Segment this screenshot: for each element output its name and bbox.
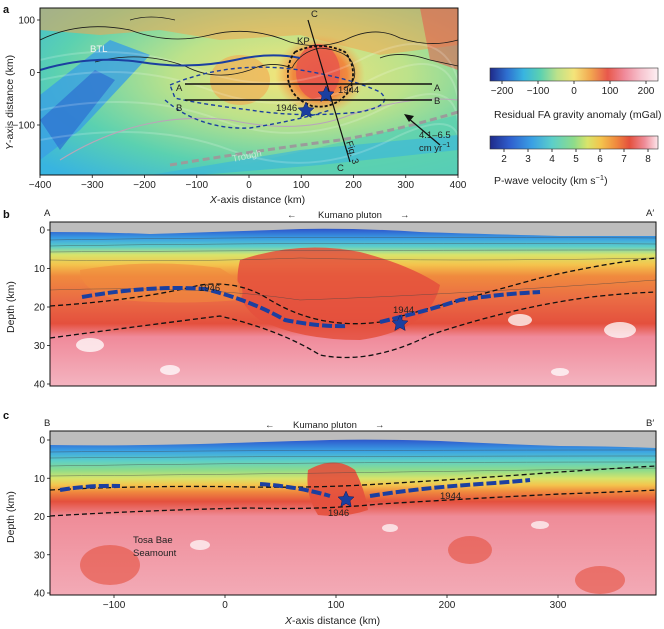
section-b-right-end: A′ <box>646 208 654 219</box>
section-b-arrow-right: → <box>400 210 410 221</box>
gravity-colorbar-tick-label: −200 <box>491 86 514 97</box>
velocity-colorbar-tick-label: 6 <box>597 154 603 165</box>
velocity-colorbar-tick-label: 5 <box>573 154 579 165</box>
gravity-colorbar-tick-label: 100 <box>602 86 619 97</box>
panel-c-label: c <box>3 410 9 422</box>
section-c-y-tick-label: 20 <box>34 512 46 523</box>
map-y-tick-label: −100 <box>12 121 35 132</box>
section-b-pluton-label: Kumano pluton <box>318 210 382 221</box>
section-c-y-ticks: 0 10 20 30 40 <box>34 436 50 600</box>
section-b-quake-1944-label: 1944 <box>393 305 414 316</box>
velocity-colorbar-tick-label: 3 <box>525 154 531 165</box>
map-x-tick-label: 200 <box>345 180 362 191</box>
map-y-tick-label: 0 <box>29 68 35 79</box>
profile-a-right-label: A <box>434 83 441 94</box>
section-c-arrow-right: → <box>375 420 385 431</box>
section-b-y-axis-label: Depth (km) <box>5 281 17 333</box>
section-c-arrow-left: ← <box>265 420 275 431</box>
panel-a-label: a <box>3 4 10 16</box>
section-b-quake-1946-label: 1946 <box>199 283 220 294</box>
gravity-colorbar-label: Residual FA gravity anomaly (mGal) <box>494 109 661 121</box>
section-c-x-tick-label: 300 <box>550 600 567 611</box>
section-b-y-ticks: 0 10 20 30 40 <box>34 226 50 391</box>
section-b-y-tick-label: 40 <box>34 380 46 391</box>
velocity-colorbar-tick-label: 8 <box>645 154 651 165</box>
plate-rate-label: 4.1–6.5 <box>419 130 451 141</box>
section-b-y-tick-label: 0 <box>39 226 45 237</box>
section-c-x-tick-label: 200 <box>439 600 456 611</box>
velocity-colorbar-tick-label: 7 <box>621 154 627 165</box>
gravity-colorbar-tick-label: −100 <box>527 86 550 97</box>
quake-1944-label: 1944 <box>338 85 359 96</box>
profile-b-left-label: B <box>176 103 182 114</box>
map-y-ticks: 100 0 −100 <box>12 16 40 132</box>
profile-c-top-label: C <box>311 9 318 20</box>
map-x-tick-label: 100 <box>293 180 310 191</box>
btl-label: BTL <box>90 44 107 55</box>
gravity-colorbar-tick-label: 0 <box>571 86 577 97</box>
section-b-y-tick-label: 20 <box>34 303 46 314</box>
profile-b-right-label: B <box>434 96 440 107</box>
section-b-y-tick-label: 10 <box>34 264 46 275</box>
section-c-y-tick-label: 30 <box>34 550 46 561</box>
gravity-colorbar-tick-label: 200 <box>638 86 655 97</box>
map-x-axis-label: X-axis distance (km) <box>209 194 305 206</box>
section-c-x-ticks: −100 0 100 200 300 <box>103 595 567 611</box>
section-c-y-tick-label: 10 <box>34 474 46 485</box>
quake-1946-star <box>297 101 315 118</box>
section-c-x-axis-label: X-axis distance (km) <box>284 615 380 627</box>
map-x-tick-label: 300 <box>397 180 414 191</box>
map-y-tick-label: 100 <box>18 16 35 27</box>
section-b-frame <box>49 221 657 387</box>
section-c-x-tick-label: 100 <box>328 600 345 611</box>
section-c-y-tick-label: 40 <box>34 589 46 600</box>
section-c-y-axis-label: Depth (km) <box>5 491 17 543</box>
gravity-map <box>40 8 458 175</box>
section-c-frame <box>49 430 657 596</box>
gravity-colorbar: −200 −100 0 100 200 Residual FA gravity anom… <box>489 67 661 121</box>
velocity-colorbar: 2 3 4 5 6 7 8 P-wave velocity (km s−1) <box>489 135 659 187</box>
section-aa-velocity <box>50 222 656 386</box>
map-x-tick-label: −100 <box>185 180 208 191</box>
section-c-left-end: B <box>44 418 50 429</box>
section-b-y-tick-label: 30 <box>34 341 46 352</box>
velocity-colorbar-tick-label: 4 <box>549 154 555 165</box>
section-c-y-tick-label: 0 <box>39 436 45 447</box>
plate-rate-unit: cm yr−1 <box>419 142 450 154</box>
section-c-quake-1944-label: 1944 <box>440 491 461 502</box>
section-c-x-tick-label: 0 <box>222 600 228 611</box>
kp-label: KP <box>297 36 310 47</box>
quake-1946-label: 1946 <box>276 103 297 114</box>
map-x-tick-label: 0 <box>246 180 252 191</box>
map-x-tick-label: −200 <box>133 180 156 191</box>
section-c-right-end: B′ <box>646 418 654 429</box>
section-b-arrow-left: ← <box>287 210 297 221</box>
section-c-x-tick-label: −100 <box>103 600 126 611</box>
profile-c-bottom-label: C <box>337 163 344 174</box>
quake-1944-star <box>317 85 335 102</box>
map-x-tick-label: −300 <box>81 180 104 191</box>
velocity-colorbar-tick-label: 2 <box>501 154 507 165</box>
seamount-label-line2: Seamount <box>133 548 177 559</box>
section-c-quake-1946-star <box>337 490 355 507</box>
section-c-pluton-label: Kumano pluton <box>293 420 357 431</box>
map-x-tick-label: 400 <box>450 180 467 191</box>
panel-b-label: b <box>3 209 10 221</box>
map-y-axis-label: Y-axis distance (km) <box>4 55 16 150</box>
map-x-tick-label: −400 <box>29 180 52 191</box>
seamount-label-line1: Tosa Bae <box>133 535 173 546</box>
section-bb-velocity <box>50 431 656 595</box>
section-c-quake-1946-label: 1946 <box>328 508 349 519</box>
map-x-ticks: −400 −300 −200 −100 0 100 200 300 400 <box>29 175 467 191</box>
section-b-quake-1944-star <box>391 314 409 331</box>
profile-a-left-label: A <box>176 83 183 94</box>
section-b-left-end: A <box>44 208 51 219</box>
velocity-colorbar-label: P-wave velocity (km s−1) <box>494 173 608 187</box>
